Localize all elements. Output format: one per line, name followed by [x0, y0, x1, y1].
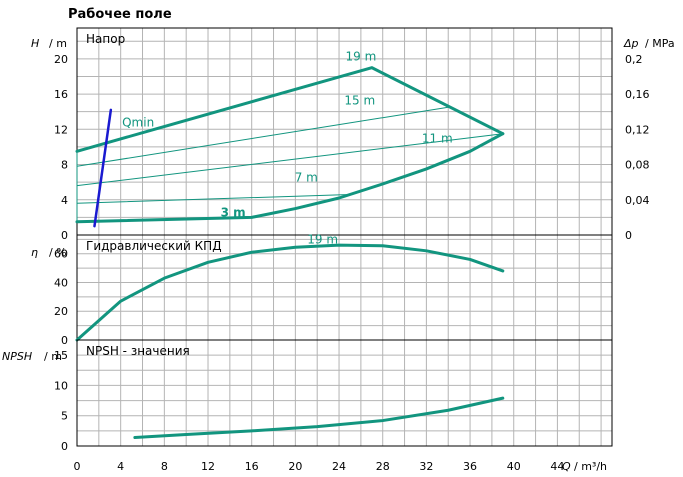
efficiency-panel-title: Гидравлический КПД — [86, 239, 222, 253]
x-tick-label: 36 — [463, 460, 477, 473]
x-tick-label: 0 — [74, 460, 81, 473]
head-panel-title: Напор — [86, 32, 125, 46]
right-y-tick-label: 0,12 — [625, 123, 650, 136]
x-tick-label: 40 — [507, 460, 521, 473]
efficiency-curve-label: 19 m — [307, 233, 338, 247]
right-y-tick-label: 0,16 — [625, 88, 650, 101]
head-curve-label: 15 m — [344, 94, 375, 108]
head-curve-label: 19 m — [345, 50, 376, 64]
x-axis-var: Q — [562, 460, 571, 473]
efficiency-y-tick-label: 40 — [54, 276, 68, 289]
head-y-tick-label: 16 — [54, 88, 68, 101]
head-curve-label: 3 m — [221, 206, 246, 220]
chart-title: Рабочее поле — [68, 7, 172, 22]
head-y-tick-label: 0 — [61, 229, 68, 242]
right-y-tick-label: 0,08 — [625, 159, 650, 172]
efficiency-y-axis-unit: / % — [49, 246, 67, 259]
x-tick-label: 28 — [376, 460, 390, 473]
efficiency-y-axis-var: η — [31, 246, 38, 259]
x-tick-label: 12 — [201, 460, 215, 473]
head-y-axis-unit: / m — [49, 37, 67, 50]
x-tick-label: 20 — [288, 460, 302, 473]
head-y-axis-var: H — [31, 37, 39, 50]
npsh-y-tick-label: 0 — [61, 440, 68, 453]
npsh-panel-frame — [76, 339, 613, 447]
head-series-qmin — [93, 108, 113, 228]
head-y-tick-label: 4 — [61, 194, 68, 207]
npsh-y-axis-var: NPSH — [2, 350, 32, 363]
right-y-axis-unit: / MPa — [645, 37, 675, 50]
head-y-tick-label: 12 — [54, 123, 68, 136]
efficiency-y-tick-label: 60 — [54, 248, 68, 261]
right-y-tick-label: 0 — [625, 229, 632, 242]
npsh-y-tick-label: 10 — [54, 379, 68, 392]
x-tick-label: 4 — [117, 460, 124, 473]
head-series-11-m — [76, 133, 504, 187]
right-y-tick-label: 0,2 — [625, 53, 643, 66]
head-y-tick-label: 20 — [54, 53, 68, 66]
x-tick-label: 24 — [332, 460, 346, 473]
npsh-y-tick-label: 15 — [54, 349, 68, 362]
x-tick-label: 16 — [245, 460, 259, 473]
head-series-3-m — [75, 132, 505, 224]
head-curve-label: 11 m — [422, 132, 453, 146]
right-y-axis-var: Δp — [623, 37, 639, 50]
head-curve-label: 7 m — [295, 170, 318, 184]
npsh-panel-title: NPSH - значения — [86, 344, 190, 358]
efficiency-y-tick-label: 0 — [61, 334, 68, 347]
npsh-series-curve — [133, 396, 505, 440]
head-series-15-m — [76, 106, 449, 167]
npsh-y-axis-unit: / m — [44, 350, 62, 363]
efficiency-y-tick-label: 20 — [54, 305, 68, 318]
head-series-7-m — [76, 193, 351, 204]
npsh-y-tick-label: 5 — [61, 410, 68, 423]
x-tick-label: 32 — [419, 460, 433, 473]
x-tick-label: 8 — [161, 460, 168, 473]
right-y-tick-label: 0,04 — [625, 194, 650, 207]
x-axis-unit: / m³/h — [574, 460, 607, 473]
head-curve-label: Qmin — [122, 116, 154, 130]
head-y-tick-label: 8 — [61, 159, 68, 172]
x-tick-label: 44 — [550, 460, 564, 473]
